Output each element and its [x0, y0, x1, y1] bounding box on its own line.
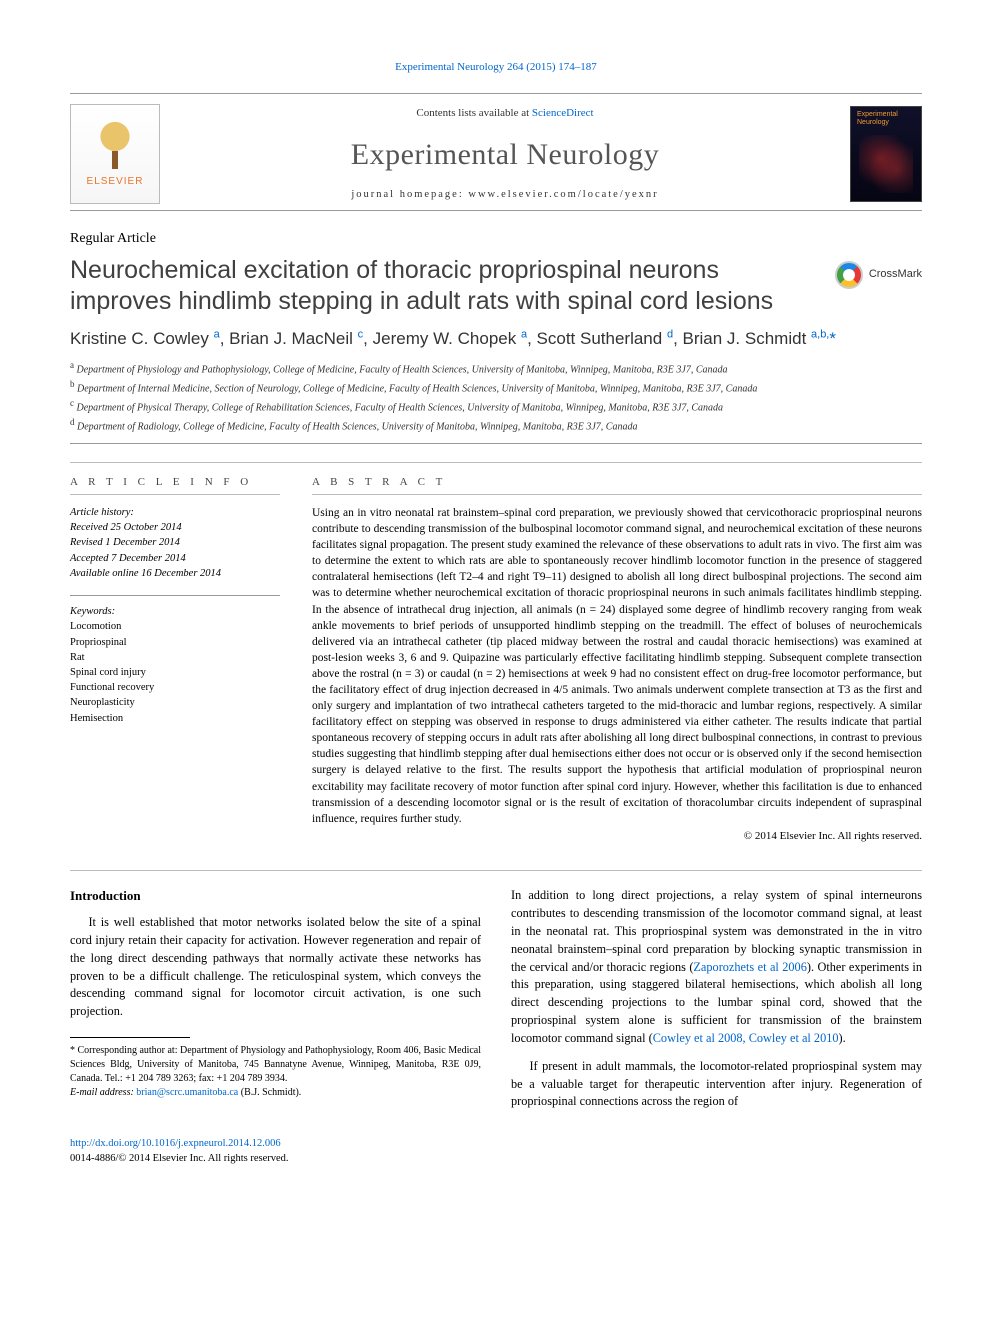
abstract-head: A B S T R A C T [312, 475, 922, 495]
rule-mid-meta [70, 595, 280, 596]
journal-name: Experimental Neurology [176, 134, 834, 176]
keyword-item: Neuroplasticity [70, 695, 280, 710]
keyword-item: Rat [70, 650, 280, 665]
publisher-wordmark: ELSEVIER [87, 175, 144, 189]
keyword-item: Functional recovery [70, 680, 280, 695]
article-history: Article history: Received 25 October 201… [70, 505, 280, 581]
corresponding-author-note: * Corresponding author at: Department of… [70, 1044, 481, 1086]
keyword-item: Propriospinal [70, 635, 280, 650]
footnote-rule [70, 1037, 190, 1038]
intro-heading: Introduction [70, 887, 481, 906]
article-type: Regular Article [70, 229, 922, 249]
crossmark-label: CrossMark [869, 267, 922, 282]
body-columns: Introduction It is well established that… [70, 887, 922, 1111]
journal-cover-thumbnail: Experimental Neurology [850, 106, 922, 202]
intro-p2: In addition to long direct projections, … [511, 887, 922, 1047]
keywords-block: Keywords: LocomotionPropriospinalRatSpin… [70, 604, 280, 726]
elsevier-tree-icon [90, 119, 140, 169]
issn-copyright: 0014-4886/© 2014 Elsevier Inc. All right… [70, 1153, 289, 1164]
authors-line: Kristine C. Cowley a, Brian J. MacNeil c… [70, 327, 922, 351]
intro-p3: If present in adult mammals, the locomot… [511, 1058, 922, 1111]
journal-homepage-line: journal homepage: www.elsevier.com/locat… [176, 188, 834, 203]
publisher-logo: ELSEVIER [70, 104, 160, 204]
article-title: Neurochemical excitation of thoracic pro… [70, 255, 815, 318]
email-line: E-mail address: brian@scrc.umanitoba.ca … [70, 1086, 481, 1100]
abstract-text: Using an in vitro neonatal rat brainstem… [312, 505, 922, 827]
crossmark-icon [835, 261, 863, 289]
contents-available-line: Contents lists available at ScienceDirec… [176, 106, 834, 121]
keyword-item: Hemisection [70, 711, 280, 726]
keyword-item: Spinal cord injury [70, 665, 280, 680]
sciencedirect-link[interactable]: ScienceDirect [532, 107, 594, 119]
rule-under-affil [70, 443, 922, 444]
intro-p1: It is well established that motor networ… [70, 914, 481, 1021]
masthead: ELSEVIER Contents lists available at Sci… [70, 94, 922, 210]
footnotes: * Corresponding author at: Department of… [70, 1044, 481, 1100]
doi-link[interactable]: http://dx.doi.org/10.1016/j.expneurol.20… [70, 1138, 281, 1149]
rule-above-body [70, 870, 922, 871]
journal-homepage-url[interactable]: www.elsevier.com/locate/yexnr [468, 189, 658, 200]
rule-under-masthead [70, 210, 922, 211]
affiliation-b: b Department of Internal Medicine, Secti… [70, 378, 922, 397]
affiliation-a: a Department of Physiology and Pathophys… [70, 359, 922, 378]
ref-cowley-2008-2010[interactable]: Cowley et al 2008, Cowley et al 2010 [653, 1031, 839, 1045]
running-head: Experimental Neurology 264 (2015) 174–18… [70, 60, 922, 75]
ref-zaporozhets-2006[interactable]: Zaporozhets et al 2006 [693, 960, 806, 974]
page-footer: http://dx.doi.org/10.1016/j.expneurol.20… [70, 1137, 922, 1166]
cover-title-text: Experimental Neurology [857, 111, 915, 126]
crossmark-badge[interactable]: CrossMark [835, 255, 922, 289]
abstract-copyright: © 2014 Elsevier Inc. All rights reserved… [312, 829, 922, 844]
article-info-head: A R T I C L E I N F O [70, 475, 280, 495]
affiliations: a Department of Physiology and Pathophys… [70, 359, 922, 434]
running-head-link[interactable]: Experimental Neurology 264 (2015) 174–18… [395, 61, 597, 73]
affiliation-d: d Department of Radiology, College of Me… [70, 416, 922, 435]
corresponding-email-link[interactable]: brian@scrc.umanitoba.ca [136, 1087, 238, 1098]
keyword-item: Locomotion [70, 619, 280, 634]
affiliation-c: c Department of Physical Therapy, Colleg… [70, 397, 922, 416]
